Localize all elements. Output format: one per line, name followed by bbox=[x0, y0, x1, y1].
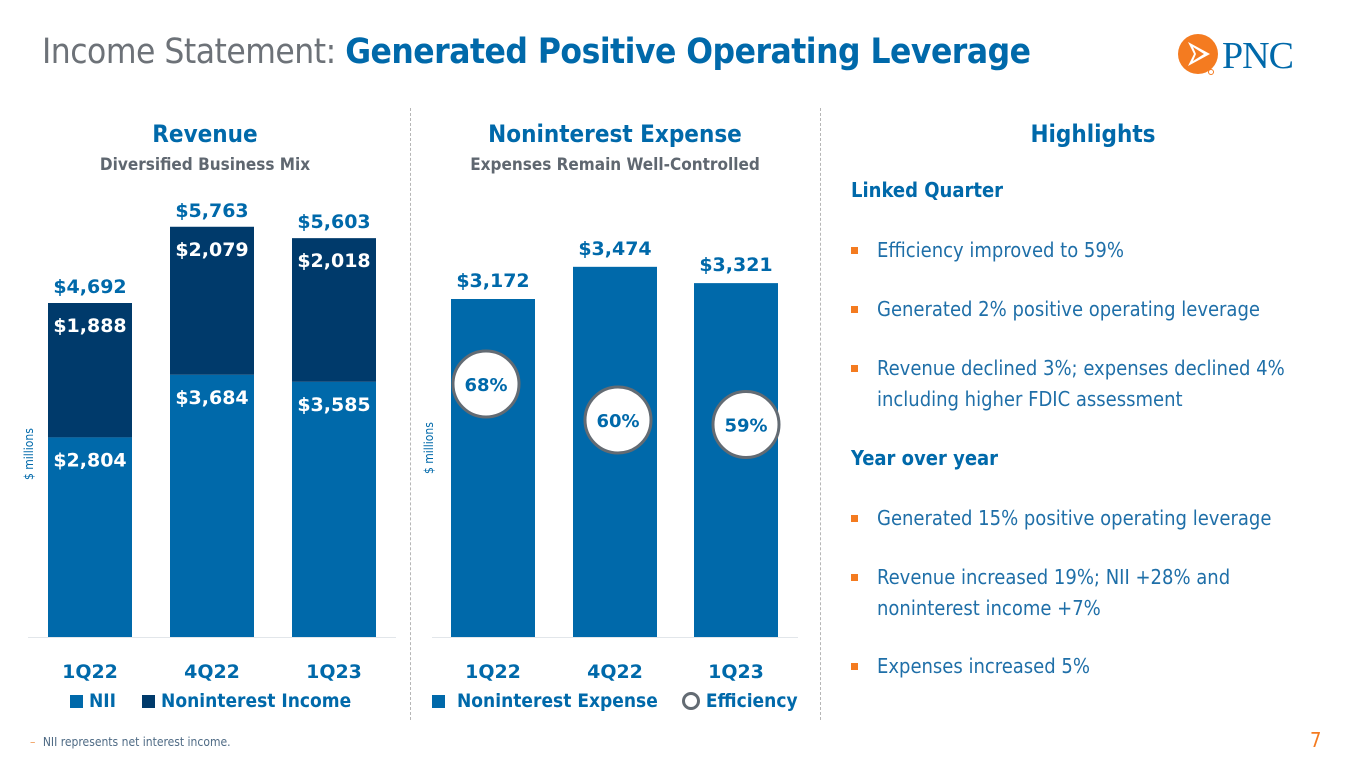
bullet-icon bbox=[851, 663, 858, 670]
footnote-dash: – bbox=[30, 735, 36, 749]
highlights-heading-year-over-year: Year over year bbox=[851, 446, 999, 470]
data-label-nii: $3,684 bbox=[175, 387, 248, 409]
highlight-item: Generated 2% positive operating leverage bbox=[851, 294, 1351, 325]
highlight-text: Generated 15% positive operating leverag… bbox=[877, 506, 1272, 530]
highlight-item: Expenses increased 5% bbox=[851, 651, 1351, 682]
data-label-expense: $3,474 bbox=[578, 238, 651, 260]
expense-chart-subtitle: Expenses Remain Well-Controlled bbox=[470, 155, 760, 175]
data-label-expense: $3,172 bbox=[456, 270, 529, 292]
bullet-icon bbox=[851, 306, 858, 313]
bar-noninterest-income-1Q23 bbox=[292, 238, 376, 382]
x-tick-label: 4Q22 bbox=[587, 661, 643, 683]
efficiency-circle-1Q23 bbox=[711, 390, 781, 459]
data-label-total: $5,603 bbox=[297, 211, 370, 233]
expense-legend: Noninterest Expense Efficiency bbox=[432, 690, 798, 712]
expense-chart: $3,172 68% 1Q22 $3,474 60% 4Q22 $3,321 59% 1Q23 bbox=[432, 238, 798, 683]
expense-chart-title: Noninterest Expense bbox=[488, 120, 742, 148]
bar-nii-1Q22 bbox=[48, 437, 132, 637]
highlight-text: Generated 2% positive operating leverage bbox=[877, 297, 1260, 321]
x-tick-label: 4Q22 bbox=[184, 661, 240, 683]
legend-label-noninterest-expense: Noninterest Expense bbox=[457, 690, 658, 712]
pnc-logo: PNC bbox=[1176, 32, 1328, 80]
bar-noninterest-expense-1Q23 bbox=[694, 283, 778, 637]
footnote-text: NII represents net interest income. bbox=[42, 735, 231, 749]
highlight-item: Revenue increased 19%; NII +28% and noni… bbox=[851, 562, 1311, 624]
highlight-item: Efficiency improved to 59% bbox=[851, 235, 1351, 266]
pnc-triangle-icon: PNC bbox=[1178, 34, 1294, 77]
highlight-item: Revenue declined 3%; expenses declined 4… bbox=[851, 353, 1331, 415]
bar-nii-1Q23 bbox=[292, 381, 376, 637]
data-label-expense: $3,321 bbox=[699, 254, 772, 276]
bar-nii-4Q22 bbox=[170, 374, 254, 637]
data-label-total: $4,692 bbox=[53, 276, 126, 298]
section-divider bbox=[410, 108, 411, 720]
section-divider bbox=[820, 108, 821, 720]
highlight-item: Generated 15% positive operating leverag… bbox=[851, 503, 1351, 534]
highlight-text: Efficiency improved to 59% bbox=[877, 238, 1124, 262]
highlight-text: Revenue increased 19%; NII +28% and noni… bbox=[877, 565, 1231, 620]
x-tick-label: 1Q23 bbox=[708, 661, 764, 683]
data-label-nii: $2,804 bbox=[53, 449, 126, 471]
data-label-noninterest-income: $2,079 bbox=[175, 239, 248, 261]
data-label-total: $5,763 bbox=[175, 200, 248, 222]
revenue-chart-title: Revenue bbox=[152, 120, 258, 148]
svg-text:PNC: PNC bbox=[1222, 35, 1293, 77]
x-tick-label: 1Q22 bbox=[62, 661, 118, 683]
bar-noninterest-income-1Q22 bbox=[48, 303, 132, 438]
x-tick-label: 1Q23 bbox=[306, 661, 362, 683]
bar-noninterest-expense-1Q22 bbox=[451, 299, 535, 637]
data-label-noninterest-income: $1,888 bbox=[53, 315, 126, 337]
highlight-text: Expenses increased 5% bbox=[877, 654, 1090, 678]
bullet-icon bbox=[851, 574, 858, 581]
bullet-icon bbox=[851, 247, 858, 254]
legend-swatch-nii bbox=[70, 694, 83, 708]
data-label-nii: $3,585 bbox=[297, 394, 370, 416]
efficiency-label: 59% bbox=[724, 416, 767, 437]
legend-swatch-noninterest-expense bbox=[432, 694, 445, 708]
data-label-noninterest-income: $2,018 bbox=[297, 250, 370, 272]
efficiency-label: 60% bbox=[596, 411, 639, 432]
revenue-chart-subtitle: Diversified Business Mix bbox=[99, 155, 311, 175]
legend-efficiency-ring-icon bbox=[681, 692, 700, 710]
highlights-heading-linked-quarter: Linked Quarter bbox=[851, 178, 1004, 202]
efficiency-label: 68% bbox=[464, 375, 507, 396]
efficiency-circle-1Q22 bbox=[451, 349, 521, 419]
bullet-icon bbox=[851, 365, 858, 372]
highlight-text: Revenue declined 3%; expenses declined 4… bbox=[877, 356, 1285, 411]
legend-label-noninterest-income: Noninterest Income bbox=[161, 690, 352, 712]
revenue-chart: $2,804 $1,888 $4,692 1Q22 $3,684 $2,079 $5,763… bbox=[28, 200, 396, 683]
bullet-icon bbox=[851, 515, 858, 522]
highlights-title: Highlights bbox=[1030, 120, 1156, 148]
bar-noninterest-income-4Q22 bbox=[170, 226, 254, 375]
revenue-legend: NII Noninterest Income bbox=[70, 690, 351, 712]
x-tick-label: 1Q22 bbox=[465, 661, 521, 683]
legend-swatch-noninterest-income bbox=[142, 694, 156, 708]
efficiency-circle-4Q22 bbox=[583, 385, 653, 455]
legend-label-nii: NII bbox=[89, 690, 117, 712]
page-number: 7 bbox=[1310, 728, 1322, 752]
title-main: Generated Positive Operating Leverage bbox=[345, 32, 1031, 72]
page-title: Income Statement: Generated Positive Ope… bbox=[42, 32, 1031, 72]
title-prefix: Income Statement: bbox=[42, 32, 336, 72]
footnote: – NII represents net interest income. bbox=[30, 735, 231, 749]
legend-label-efficiency: Efficiency bbox=[705, 690, 798, 712]
